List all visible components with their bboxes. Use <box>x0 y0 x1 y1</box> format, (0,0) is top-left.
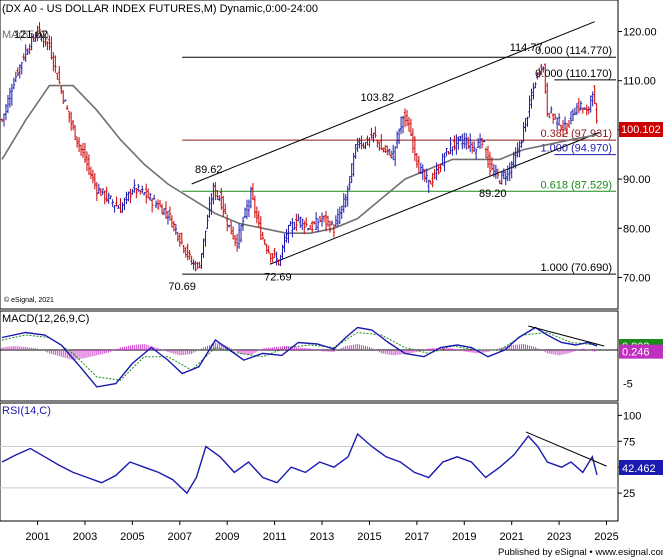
fib-level-label: 0.000 (114.770) <box>535 45 612 57</box>
macd-title: MACD(12,26,9,C) <box>2 313 89 325</box>
x-tick-label: 2015 <box>357 531 381 543</box>
macd-value-label: 0.246 <box>622 347 650 359</box>
x-tick-label: 2025 <box>594 531 618 543</box>
last-price-label: 100.102 <box>621 124 661 136</box>
ma-55-line <box>1 84 598 234</box>
fibonacci-levels: 0.000 (114.770) 0.000 (110.170) 0.382 (97.… <box>182 45 616 275</box>
fib-level-label: 1.000 (94.970) <box>540 143 612 155</box>
price-panel: (DX A0 - US DOLLAR INDEX FUTURES,M) Dyna… <box>0 0 663 310</box>
rsi-trend-line <box>525 431 607 467</box>
macd-plot-frame <box>0 310 619 402</box>
price-y-tick-label: 90.00 <box>623 174 651 186</box>
x-tick-label: 2023 <box>547 531 571 543</box>
x-tick-label: 2021 <box>499 531 523 543</box>
macd-value-marker <box>619 344 663 359</box>
swing-label: 89.20 <box>479 188 507 200</box>
x-axis: 2001 2003 2005 2007 2009 2011 2013 2015 2017 2019… <box>0 520 619 543</box>
rsi-title: RSI(14,C) <box>2 405 51 417</box>
swing-label: 89.62 <box>195 164 223 176</box>
rsi-reference-lines <box>0 445 618 489</box>
macd-trend-line <box>528 325 605 347</box>
x-tick-label: 2003 <box>73 531 97 543</box>
macd-y-axis: -5 <box>623 379 633 391</box>
swing-label: 114.77 <box>510 42 543 54</box>
price-y-tick-label: 120.00 <box>623 27 657 39</box>
swing-label: 103.82 <box>360 92 394 104</box>
price-channel-lines <box>191 21 600 265</box>
rsi-value-label: 42.462 <box>622 463 656 475</box>
price-y-tick-label: 70.00 <box>623 272 651 284</box>
price-y-tick-label: 110.00 <box>623 76 656 88</box>
swing-label: 72.69 <box>264 271 292 283</box>
macd-signal-line <box>1 331 598 381</box>
x-tick-label: 2013 <box>310 531 334 543</box>
macd-value-labels: 0.8030.246 <box>619 338 663 359</box>
channel-line <box>269 131 600 265</box>
rsi-y-tick-label: 25 <box>623 488 635 500</box>
channel-line <box>191 21 595 185</box>
rsi-line <box>1 432 598 495</box>
fib-level-label: 0.618 (87.529) <box>540 179 612 191</box>
price-plot-frame <box>0 0 619 310</box>
x-tick-label: 2005 <box>120 531 144 543</box>
x-tick-label: 2011 <box>263 531 287 543</box>
fib-level-label: 0.382 (97.931) <box>540 128 612 140</box>
last-price-marker <box>619 122 663 137</box>
rsi-value-marker <box>619 460 663 475</box>
price-y-tick-label: 80.00 <box>623 223 651 235</box>
x-tick-label: 2007 <box>168 531 192 543</box>
fib-level-label: 1.000 (70.690) <box>540 262 612 274</box>
rsi-y-tick-label: 75 <box>623 436 635 448</box>
esignal-watermark: © eSignal, 2021 <box>4 296 54 304</box>
fib-level-label: 0.000 (110.170) <box>535 68 612 80</box>
macd-y-tick-label: -5 <box>623 379 633 391</box>
price-title: (DX A0 - US DOLLAR INDEX FUTURES,M) Dyna… <box>2 3 318 15</box>
price-bars <box>0 22 598 272</box>
x-tick-label: 2019 <box>452 531 476 543</box>
x-tick-label: 2017 <box>405 531 429 543</box>
x-tick-label: 2001 <box>25 531 49 543</box>
swing-label: 70.69 <box>168 281 196 293</box>
macd-panel: MACD(12,26,9,C) -5 0.8030.246 <box>0 310 663 402</box>
macd-line <box>1 326 598 388</box>
rsi-y-tick-label: 100 <box>623 410 641 422</box>
ma-legend-value: 121.02 <box>14 29 48 41</box>
footer-text: Published by eSignal • www.esignal.com <box>498 547 663 558</box>
x-tick-label: 2009 <box>215 531 239 543</box>
swing-labels: 70.69 89.62 72.69 103.82 89.20 114.77 <box>168 42 542 293</box>
